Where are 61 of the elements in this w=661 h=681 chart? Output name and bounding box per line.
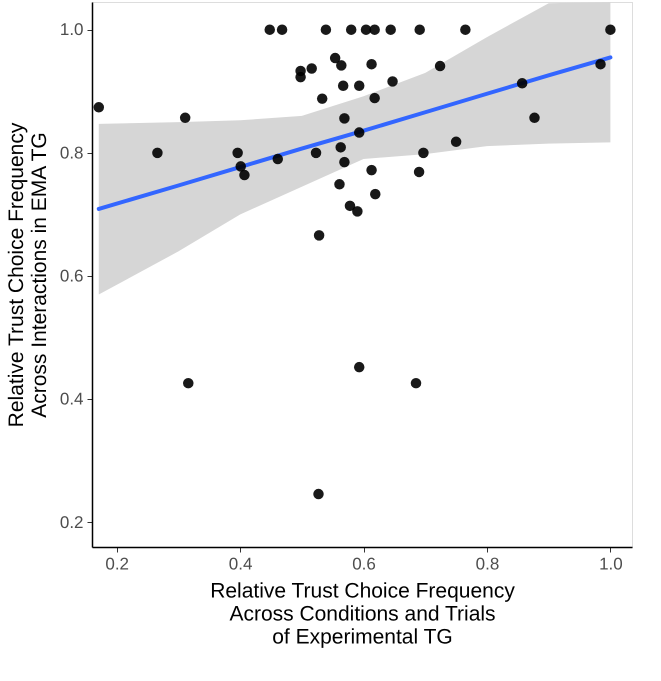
point [235, 161, 246, 172]
point [316, 93, 328, 104]
point [183, 378, 194, 388]
y-tick-label: 0.2 [60, 512, 84, 532]
point [352, 206, 363, 217]
x-tick-label: 0.4 [228, 554, 252, 574]
x-tick-label: 1.0 [599, 554, 623, 574]
point [339, 156, 350, 168]
point [276, 24, 288, 35]
point [295, 72, 306, 82]
line-series [96, 55, 612, 211]
y-tick-label: 1.0 [60, 20, 84, 40]
point [369, 92, 380, 104]
point [366, 58, 377, 70]
point [330, 52, 340, 64]
point [516, 78, 528, 89]
point [335, 142, 346, 153]
point [338, 80, 348, 91]
point [239, 170, 250, 180]
point [344, 200, 356, 212]
x-axis-title: Relative Trust Choice Frequency Across Conditions and Trials of Experimental TG [210, 580, 516, 648]
x-tick-label: 0.2 [105, 554, 130, 574]
x-tick-label: 0.8 [476, 554, 500, 574]
point [434, 60, 446, 72]
point [450, 136, 462, 148]
point [272, 154, 284, 164]
point [366, 164, 377, 176]
x-tick-label: 0.6 [352, 554, 376, 574]
point [232, 148, 243, 158]
point [313, 488, 324, 500]
point [369, 24, 380, 35]
point [264, 24, 275, 35]
y-tick-label: 0.8 [60, 143, 84, 162]
point [370, 188, 381, 200]
point [414, 24, 425, 35]
point [385, 24, 396, 35]
point [339, 113, 350, 124]
point [387, 76, 398, 87]
point [529, 112, 540, 124]
point [418, 148, 429, 158]
point [320, 24, 332, 35]
point [595, 58, 606, 70]
point [310, 148, 322, 158]
point [180, 112, 190, 124]
point [605, 24, 616, 35]
point [354, 80, 364, 91]
point [460, 24, 471, 35]
point [94, 102, 104, 113]
point [414, 166, 424, 178]
point [354, 127, 364, 138]
point [346, 24, 356, 35]
point [334, 179, 345, 190]
point [306, 63, 317, 74]
y-tick-label: 0.6 [60, 266, 84, 286]
point [336, 60, 347, 71]
point [152, 148, 163, 158]
y-tick-label: 0.4 [60, 390, 84, 409]
point [354, 362, 364, 372]
point [410, 378, 422, 388]
y-axis-title: Relative Trust Choice Frequency Across Interactions in EMA TG [4, 122, 51, 428]
point [314, 230, 324, 241]
